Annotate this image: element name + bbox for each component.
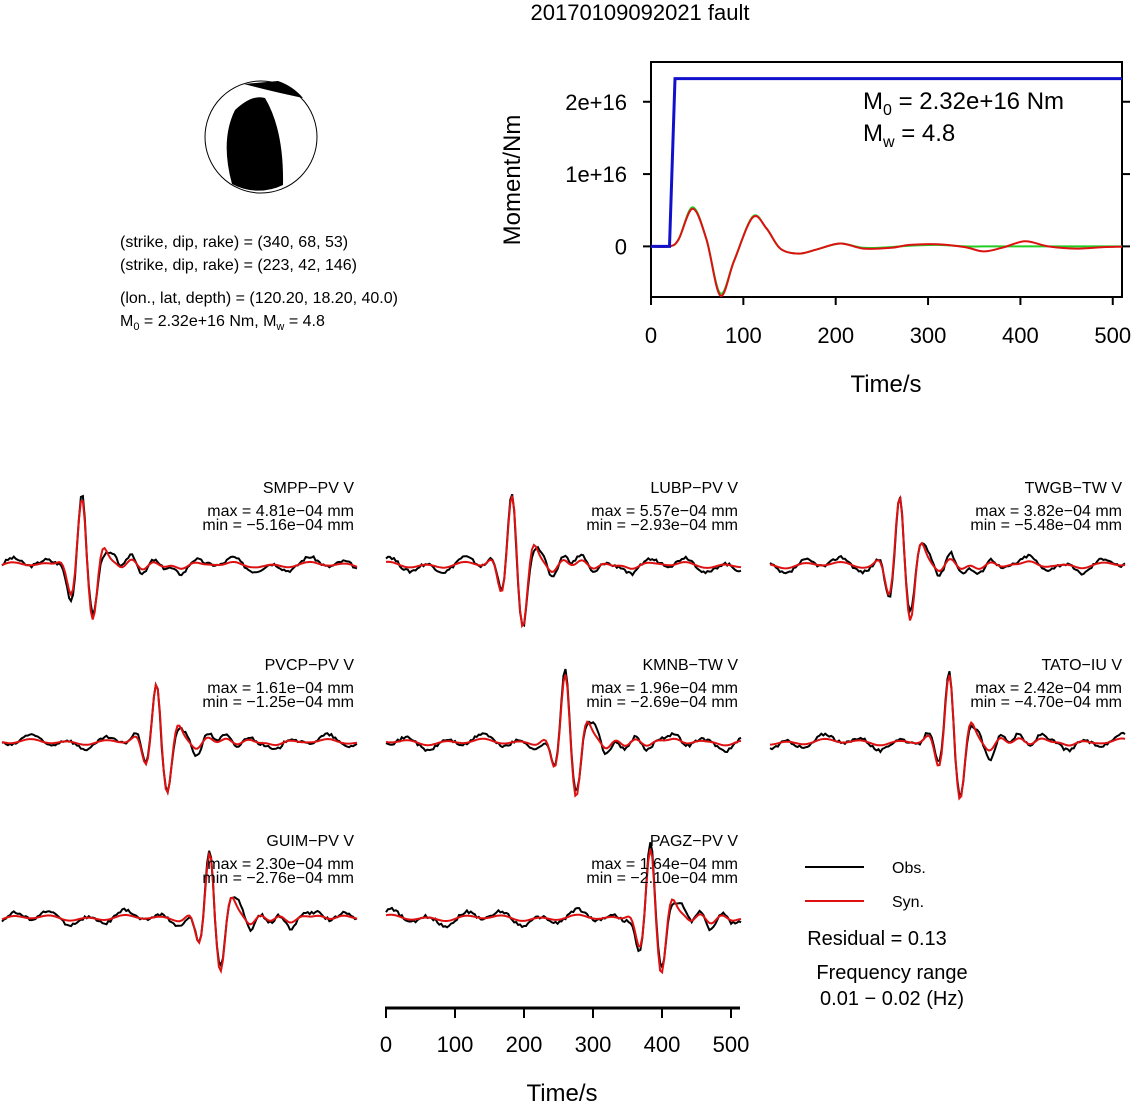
waveform-xtick-label: 0 <box>380 1032 392 1057</box>
mw-annotation: Mw = 4.8 <box>863 120 955 151</box>
moment-series-blue <box>651 77 1122 248</box>
waveform-xtick-label: 300 <box>575 1032 612 1057</box>
moment-magnitude-summary: M0 = 2.32e+16 Nm, Mw = 4.8 <box>120 313 325 333</box>
hypocenter: (lon., lat, depth) = (120.20, 18.20, 40.… <box>120 290 398 307</box>
station-name: KMNB−TW V <box>642 657 738 674</box>
station-max: max = 5.57e−04 mm <box>591 503 738 520</box>
synthetic-waveform <box>385 848 742 975</box>
moment-y-axis-label: Moment/Nm <box>499 115 526 246</box>
moment-xtick-label: 100 <box>725 323 762 348</box>
station-min: min = −2.76e−04 mm <box>202 870 354 887</box>
moment-plot-frame <box>650 61 1123 298</box>
station-name: SMPP−PV V <box>263 480 354 497</box>
moment-xtick-label: 0 <box>645 323 657 348</box>
moment-ytick-label: 0 <box>615 234 627 259</box>
synthetic-waveform <box>769 674 1126 801</box>
station-name: TATO−IU V <box>1042 657 1123 674</box>
legend-syn-label: Syn. <box>892 894 924 911</box>
station-min: min = −1.25e−04 mm <box>202 694 354 711</box>
station-name: PAGZ−PV V <box>650 833 739 850</box>
figure-title: 20170109092021 fault <box>531 0 750 25</box>
station-name: TWGB−TW V <box>1025 480 1123 497</box>
moment-series-green <box>650 206 1122 295</box>
waveform-xtick-label: 500 <box>713 1032 750 1057</box>
waveform-x-axis-label: Time/s <box>526 1080 597 1104</box>
waveform-time-axis: 0 100 200 300 400 500 Time/s <box>380 1006 750 1104</box>
focal-mechanism-beachball <box>204 80 318 194</box>
station-max: max = 1.96e−04 mm <box>591 680 738 697</box>
synthetic-waveform <box>1 681 358 796</box>
moment-xtick-label: 400 <box>1002 323 1039 348</box>
station-min: min = −2.93e−04 mm <box>586 517 738 534</box>
moment-ytick-label: 2e+16 <box>565 90 627 115</box>
moment-x-axis-label: Time/s <box>850 371 921 398</box>
station-max: max = 2.42e−04 mm <box>975 680 1122 697</box>
observed-waveform <box>385 493 742 628</box>
moment-xtick-label: 300 <box>910 323 947 348</box>
waveform-xtick-label: 200 <box>506 1032 543 1057</box>
synthetic-waveform <box>385 674 742 798</box>
station-max: max = 3.82e−04 mm <box>975 503 1122 520</box>
residual-label: Residual = 0.13 <box>807 928 947 950</box>
frequency-range-value: 0.01 − 0.02 (Hz) <box>820 988 964 1010</box>
legend-obs-label: Obs. <box>892 860 926 877</box>
station-name: GUIM−PV V <box>266 833 354 850</box>
nodal-plane-2: (strike, dip, rake) = (223, 42, 146) <box>120 257 357 274</box>
legend: Obs. Syn. Residual = 0.13 Frequency rang… <box>805 860 968 1010</box>
station-max: max = 1.61e−04 mm <box>207 680 354 697</box>
moment-xtick-label: 200 <box>817 323 854 348</box>
station-name: PVCP−PV V <box>265 657 355 674</box>
station-max: max = 1.64e−04 mm <box>591 856 738 873</box>
synthetic-waveform <box>1 850 358 975</box>
moment-xtick-label: 500 <box>1094 323 1131 348</box>
station-min: min = −5.16e−04 mm <box>202 517 354 534</box>
moment-series-red <box>650 207 1123 297</box>
station-max: max = 2.30e−04 mm <box>207 856 354 873</box>
source-parameters: (strike, dip, rake) = (340, 68, 53) (str… <box>120 234 398 333</box>
m0-annotation: M0 = 2.32e+16 Nm <box>863 88 1064 119</box>
synthetic-waveform <box>1 500 358 620</box>
station-name: LUBP−PV V <box>650 480 738 497</box>
moment-ytick-label: 1e+16 <box>565 162 627 187</box>
station-min: min = −2.69e−04 mm <box>586 694 738 711</box>
moment-function-plot: 0 1e+16 2e+16 0 100 200 300 400 500 Moment/Nm T… <box>499 61 1131 398</box>
waveform-xtick-label: 100 <box>437 1032 474 1057</box>
frequency-range-label: Frequency range <box>816 962 967 984</box>
station-min: min = −5.48e−04 mm <box>970 517 1122 534</box>
station-max: max = 4.81e−04 mm <box>207 503 354 520</box>
nodal-plane-1: (strike, dip, rake) = (340, 68, 53) <box>120 234 348 251</box>
station-min: min = −4.70e−04 mm <box>970 694 1122 711</box>
station-min: min = −2.10e−04 mm <box>586 870 738 887</box>
synthetic-waveform <box>385 495 742 629</box>
waveform-xtick-label: 400 <box>644 1032 681 1057</box>
synthetic-waveform <box>769 494 1126 621</box>
